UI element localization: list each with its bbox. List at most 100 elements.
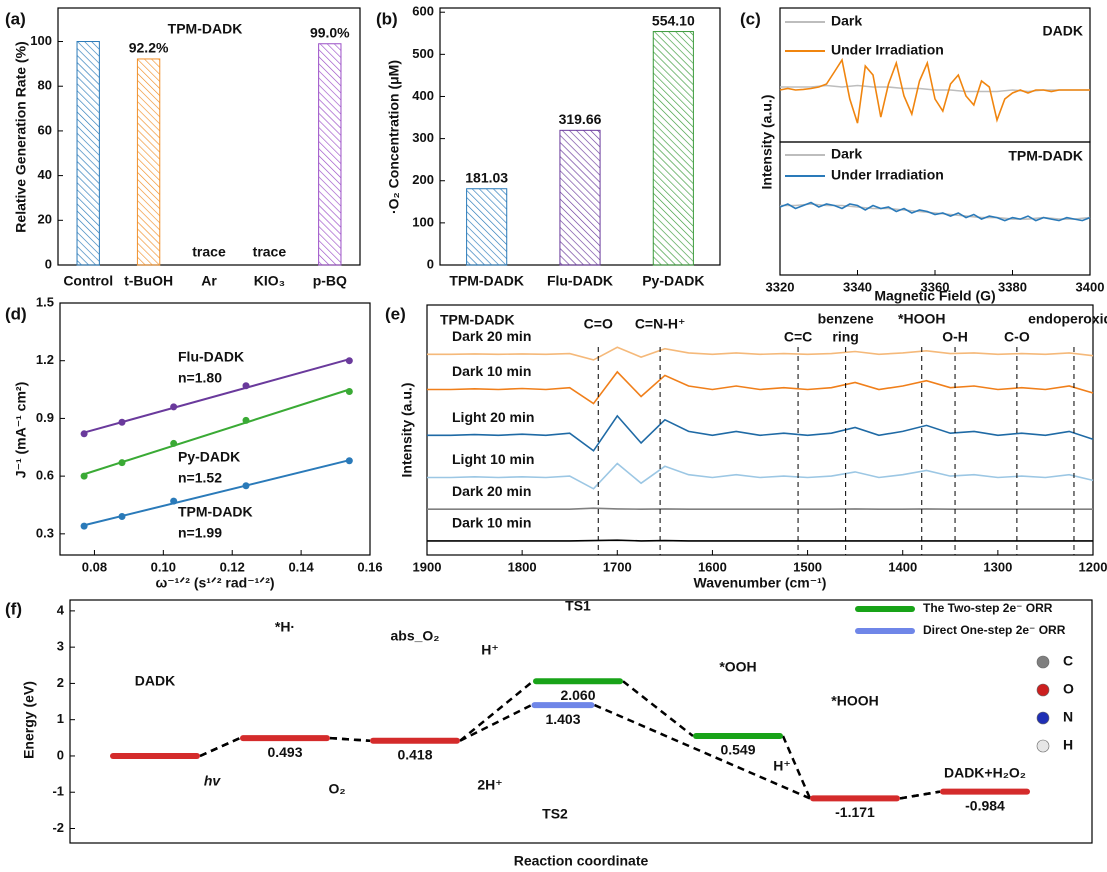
value-label: 554.10 — [652, 12, 695, 28]
y-tick-label: -2 — [52, 820, 64, 835]
annotation: H⁺ — [481, 642, 499, 658]
series-line — [427, 539, 1093, 542]
connector — [199, 736, 241, 758]
panel-label: (d) — [5, 304, 27, 323]
y-tick-label: 80 — [38, 78, 52, 93]
x-tick-label: 3360 — [921, 279, 950, 294]
x-axis-label: Magnetic Field (G) — [874, 288, 995, 304]
legend-label: Under Irradiation — [831, 167, 944, 183]
bar — [652, 31, 694, 266]
peak-label: endoperoxide — [1028, 311, 1107, 327]
x-tick-label: 0.16 — [357, 559, 382, 574]
value-label: trace — [253, 244, 287, 260]
y-tick-label: 0 — [57, 747, 64, 762]
y-axis-label: ·O₂ Concentration (μM) — [386, 60, 402, 214]
bar — [76, 41, 100, 266]
x-tick-label: 1200 — [1079, 559, 1107, 574]
x-tick-label: Control — [63, 273, 113, 289]
state-label: DADK — [135, 673, 175, 689]
level-value: 0.493 — [267, 744, 302, 760]
connector — [899, 790, 941, 800]
level-value: 1.403 — [545, 711, 580, 727]
connector — [329, 736, 371, 743]
legend-label: The Two-step 2e⁻ ORR — [923, 601, 1053, 615]
y-tick-label: 400 — [412, 88, 434, 103]
legend-label: Dark — [831, 146, 862, 162]
x-tick-label: 3320 — [766, 279, 795, 294]
point — [170, 403, 178, 411]
energy-level — [240, 735, 330, 742]
peak-label: C-O — [1004, 329, 1030, 345]
annotation: DADK — [1043, 23, 1083, 39]
level-value: -0.984 — [965, 797, 1005, 813]
value-label: 99.0% — [310, 24, 350, 40]
level-value: 0.549 — [720, 742, 755, 758]
x-axis-label: Reaction coordinate — [514, 853, 649, 869]
point — [345, 387, 353, 395]
y-tick-label: 300 — [412, 130, 434, 145]
atom-label: O — [1063, 681, 1074, 697]
y-tick-label: 4 — [57, 602, 65, 617]
series-label: Py-DADK — [178, 449, 240, 465]
point — [80, 430, 88, 438]
point — [118, 513, 126, 521]
x-tick-label: 0.14 — [288, 559, 314, 574]
legend-swatch — [855, 628, 915, 634]
y-tick-label: 1.5 — [36, 294, 54, 309]
series-line — [779, 201, 1091, 222]
y-tick-label: 1 — [57, 711, 64, 726]
state-label: *H· — [275, 619, 295, 635]
point — [170, 439, 178, 447]
series-label: Light 10 min — [452, 451, 534, 467]
energy-level — [940, 788, 1030, 795]
peak-label: C=N-H⁺ — [635, 316, 686, 332]
peak-label: O-H — [942, 329, 968, 345]
annotation: TS2 — [542, 806, 568, 822]
annotation: hv — [204, 773, 222, 789]
y-tick-label: 0.6 — [36, 468, 54, 483]
x-tick-label: 0.12 — [220, 559, 245, 574]
legend-label: Direct One-step 2e⁻ ORR — [923, 623, 1066, 637]
legend-label: Dark — [831, 13, 862, 29]
x-tick-label: 0.08 — [82, 559, 107, 574]
x-tick-label: TPM-DADK — [449, 273, 524, 289]
peak-label: benzene — [818, 311, 874, 327]
x-tick-label: 3400 — [1076, 279, 1105, 294]
y-tick-label: 0.3 — [36, 525, 54, 540]
peak-label: ring — [832, 329, 858, 345]
energy-level — [693, 733, 783, 740]
x-tick-label: 1600 — [698, 559, 727, 574]
series-line — [427, 507, 1093, 511]
y-tick-label: 3 — [57, 639, 64, 654]
atom-swatch — [1036, 683, 1050, 697]
x-tick-label: Py-DADK — [642, 273, 704, 289]
point — [242, 482, 250, 490]
fit-line — [83, 388, 350, 476]
series-label: Light 20 min — [452, 409, 534, 425]
annotation: TPM-DADK — [168, 21, 243, 37]
x-tick-label: KIO₃ — [254, 273, 285, 289]
level-value: 2.060 — [560, 687, 595, 703]
state-label: DADK+H₂O₂ — [944, 765, 1026, 781]
energy-level — [110, 752, 200, 759]
series-label: Dark 20 min — [452, 483, 531, 499]
series-annotation: n=1.52 — [178, 470, 222, 486]
x-tick-label: 0.10 — [151, 559, 176, 574]
bar — [136, 58, 161, 266]
atom-label: C — [1063, 653, 1073, 669]
point — [118, 459, 126, 467]
series-line — [427, 414, 1094, 452]
panel-label: (a) — [5, 9, 26, 28]
series-label: Flu-DADK — [178, 349, 244, 365]
y-tick-label: 200 — [412, 172, 434, 187]
series-label: Dark 10 min — [452, 363, 531, 379]
point — [170, 497, 178, 505]
y-axis-label: J⁻¹ (mA⁻¹ cm²) — [13, 382, 29, 478]
y-tick-label: 1.2 — [36, 352, 54, 367]
panel-label: (c) — [740, 9, 761, 28]
fit-line — [83, 358, 350, 434]
y-tick-label: 0.9 — [36, 410, 54, 425]
series-annotation: n=1.80 — [178, 370, 222, 386]
series-label: Dark 10 min — [452, 515, 531, 531]
point — [345, 357, 353, 365]
